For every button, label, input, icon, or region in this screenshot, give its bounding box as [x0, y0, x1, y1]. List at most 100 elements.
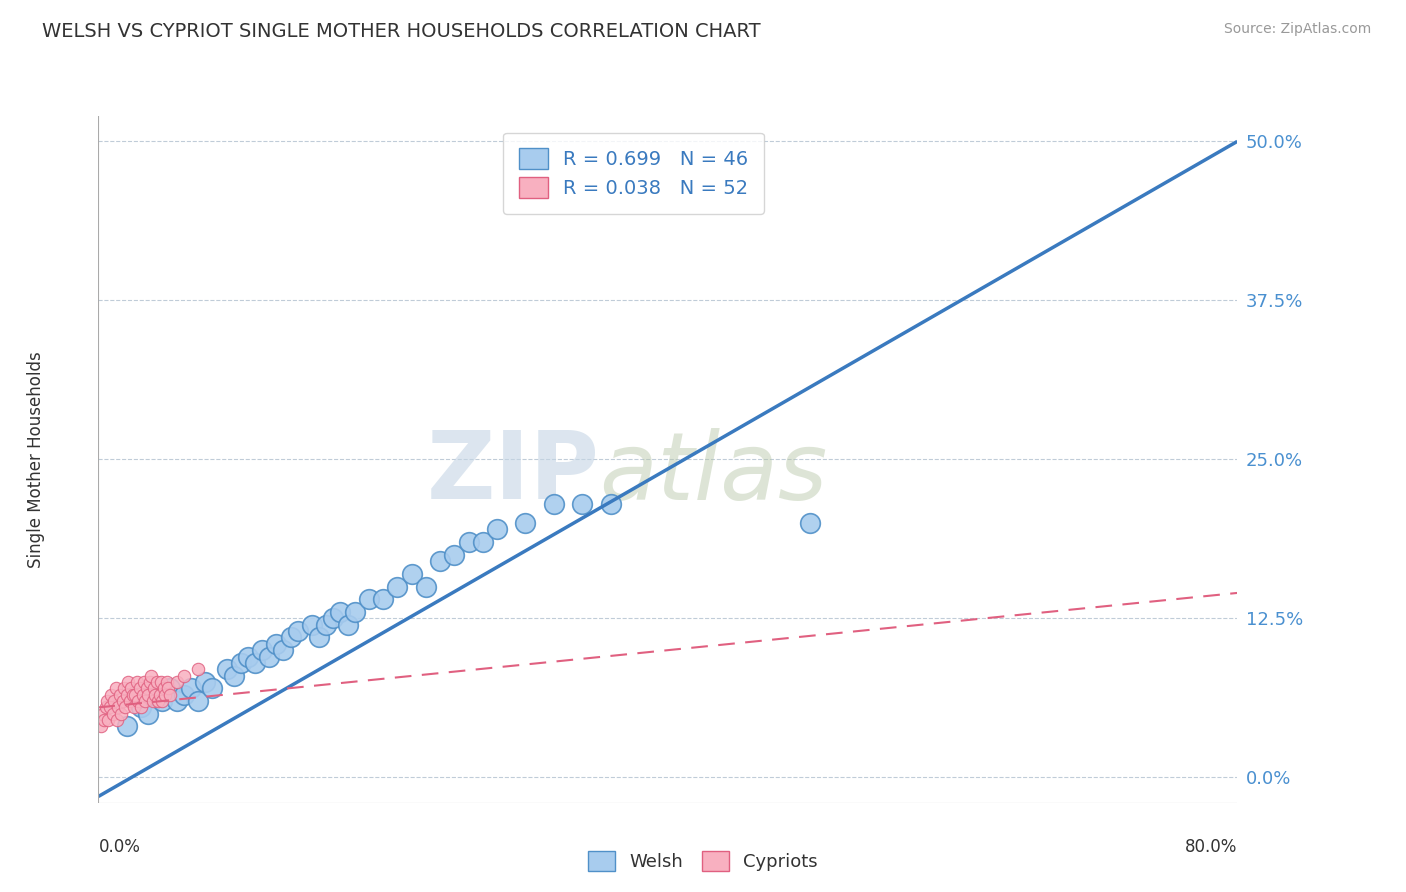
- Point: [159, 688, 181, 702]
- Point: [129, 700, 152, 714]
- Point: [315, 617, 337, 632]
- Point: [118, 694, 141, 708]
- Point: [139, 668, 162, 682]
- Point: [357, 592, 380, 607]
- Point: [149, 688, 172, 702]
- Point: [145, 688, 167, 702]
- Point: [148, 694, 170, 708]
- Point: [343, 605, 366, 619]
- Point: [97, 713, 120, 727]
- Point: [107, 700, 129, 714]
- Point: [215, 662, 238, 676]
- Point: [173, 668, 195, 682]
- Point: [152, 694, 174, 708]
- Point: [103, 694, 125, 708]
- Point: [201, 681, 224, 696]
- Point: [124, 688, 146, 702]
- Point: [132, 675, 155, 690]
- Point: [150, 675, 173, 690]
- Point: [100, 688, 122, 702]
- Point: [159, 681, 181, 696]
- Point: [153, 681, 176, 696]
- Point: [187, 662, 209, 676]
- Point: [145, 688, 167, 702]
- Point: [266, 637, 288, 651]
- Point: [187, 694, 209, 708]
- Point: [243, 656, 266, 670]
- Point: [401, 566, 423, 581]
- Point: [93, 713, 115, 727]
- Point: [336, 617, 359, 632]
- Point: [152, 694, 174, 708]
- Point: [1154, 7, 1177, 21]
- Point: [111, 694, 134, 708]
- Point: [457, 535, 479, 549]
- Point: [373, 592, 395, 607]
- Point: [115, 719, 138, 733]
- Point: [146, 675, 169, 690]
- Point: [134, 694, 156, 708]
- Point: [125, 675, 148, 690]
- Point: [115, 688, 138, 702]
- Point: [250, 643, 273, 657]
- Point: [600, 497, 623, 511]
- Point: [173, 688, 195, 702]
- Point: [301, 617, 323, 632]
- Text: Source: ZipAtlas.com: Source: ZipAtlas.com: [1223, 22, 1371, 37]
- Point: [166, 675, 188, 690]
- Point: [136, 688, 159, 702]
- Point: [571, 497, 593, 511]
- Point: [322, 611, 344, 625]
- Point: [329, 605, 352, 619]
- Point: [121, 688, 143, 702]
- Point: [273, 643, 295, 657]
- Point: [122, 700, 145, 714]
- Point: [157, 681, 180, 696]
- Point: [387, 580, 409, 594]
- Text: Single Mother Households: Single Mother Households: [27, 351, 45, 567]
- Point: [280, 631, 302, 645]
- Point: [415, 580, 437, 594]
- Point: [166, 694, 188, 708]
- Point: [156, 675, 179, 690]
- Point: [799, 516, 821, 530]
- Point: [259, 649, 281, 664]
- Point: [135, 681, 157, 696]
- Point: [155, 688, 177, 702]
- Point: [131, 688, 153, 702]
- Point: [471, 535, 494, 549]
- Point: [110, 706, 132, 721]
- Point: [236, 649, 259, 664]
- Point: [108, 688, 131, 702]
- Point: [117, 675, 139, 690]
- Point: [180, 681, 202, 696]
- Text: atlas: atlas: [599, 427, 828, 518]
- Point: [120, 681, 142, 696]
- Legend: R = 0.699   N = 46, R = 0.038   N = 52: R = 0.699 N = 46, R = 0.038 N = 52: [503, 133, 765, 214]
- Point: [104, 681, 127, 696]
- Point: [90, 719, 112, 733]
- Point: [98, 700, 121, 714]
- Point: [287, 624, 309, 639]
- Point: [127, 694, 149, 708]
- Point: [194, 675, 217, 690]
- Text: 80.0%: 80.0%: [1185, 838, 1237, 856]
- Point: [91, 706, 114, 721]
- Legend: Welsh, Cypriots: Welsh, Cypriots: [581, 844, 825, 879]
- Point: [94, 700, 117, 714]
- Point: [138, 675, 160, 690]
- Point: [129, 700, 152, 714]
- Point: [96, 694, 118, 708]
- Point: [112, 681, 135, 696]
- Point: [486, 522, 509, 536]
- Point: [515, 516, 537, 530]
- Point: [114, 700, 136, 714]
- Text: WELSH VS CYPRIOT SINGLE MOTHER HOUSEHOLDS CORRELATION CHART: WELSH VS CYPRIOT SINGLE MOTHER HOUSEHOLD…: [42, 22, 761, 41]
- Point: [141, 694, 163, 708]
- Text: ZIP: ZIP: [426, 427, 599, 519]
- Point: [308, 631, 330, 645]
- Point: [429, 554, 451, 568]
- Text: 0.0%: 0.0%: [98, 838, 141, 856]
- Point: [443, 548, 465, 562]
- Point: [229, 656, 252, 670]
